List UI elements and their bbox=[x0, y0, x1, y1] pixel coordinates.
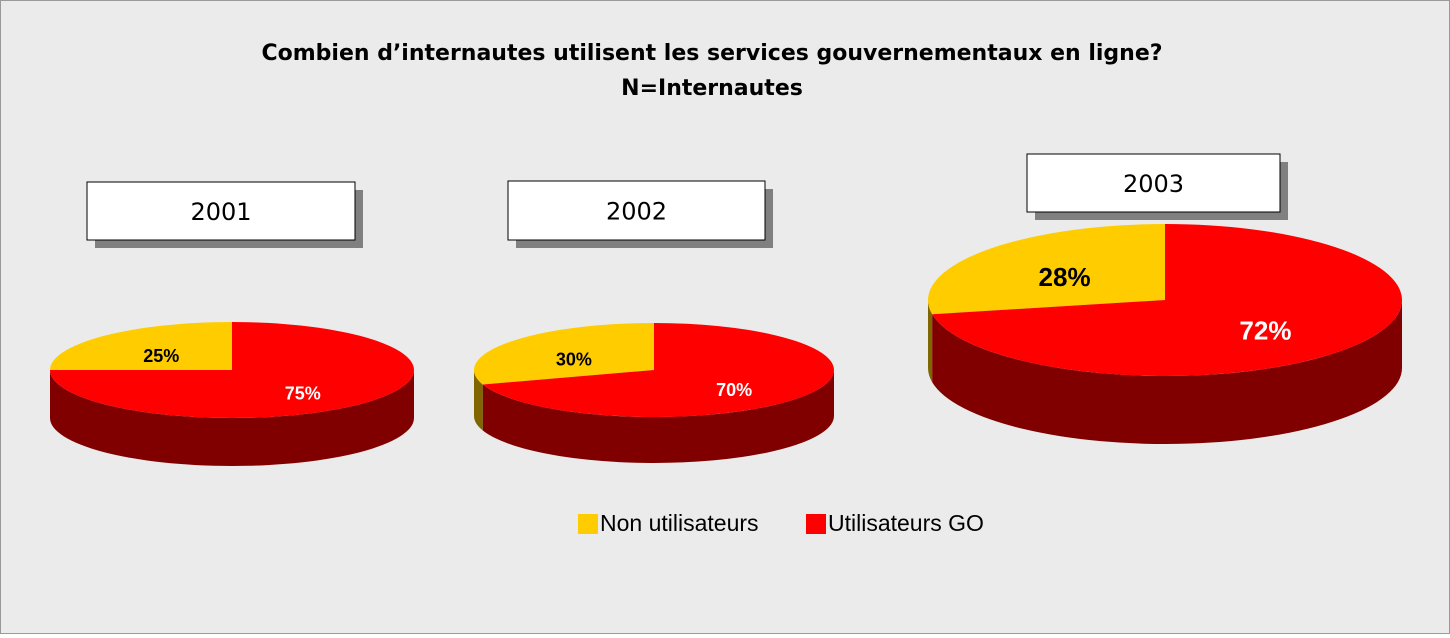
legend-swatch bbox=[806, 514, 826, 534]
pie-title: 2003 bbox=[1123, 170, 1184, 198]
pie-slice bbox=[482, 323, 834, 417]
value-label: 28% bbox=[1039, 262, 1091, 292]
value-label: 30% bbox=[556, 350, 592, 370]
value-label: 75% bbox=[285, 383, 321, 403]
pie-side bbox=[482, 370, 834, 464]
pie-slice bbox=[932, 224, 1402, 376]
value-label: 25% bbox=[143, 346, 179, 366]
value-label: 70% bbox=[716, 380, 752, 400]
chart-subtitle: N=Internautes bbox=[621, 76, 803, 101]
pie-slice bbox=[928, 224, 1165, 315]
pie-side bbox=[928, 300, 933, 383]
title-box bbox=[1026, 153, 1281, 213]
title-box bbox=[86, 181, 356, 241]
pie-slice bbox=[50, 322, 232, 370]
title-box bbox=[507, 180, 766, 241]
legend-label: Non utilisateurs bbox=[600, 510, 759, 536]
pie-slice bbox=[473, 323, 654, 385]
legend-swatch bbox=[578, 514, 598, 534]
pie-title: 2002 bbox=[606, 198, 667, 226]
chart-title: Combien d’internautes utilisent les serv… bbox=[261, 41, 1162, 66]
pie-slice bbox=[50, 322, 414, 418]
legend-label: Utilisateurs GO bbox=[828, 510, 984, 536]
pie-side bbox=[932, 300, 1402, 445]
pie-title: 2001 bbox=[190, 198, 251, 226]
pie-side bbox=[474, 370, 483, 431]
value-label: 72% bbox=[1239, 316, 1291, 346]
